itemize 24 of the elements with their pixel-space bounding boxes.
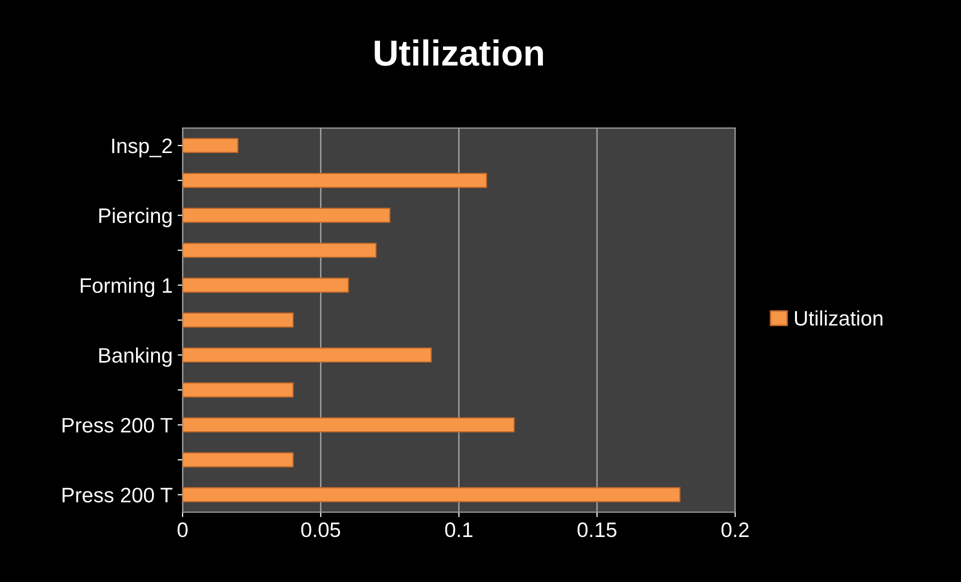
bar — [182, 452, 294, 468]
x-tick-label: 0.1 — [445, 522, 472, 538]
x-tick-label: 0 — [178, 522, 188, 538]
y-tick-label: Forming 1 — [80, 278, 172, 298]
chart-title: Utilization — [374, 39, 543, 66]
bar — [182, 487, 680, 502]
y-tick-label: Press 200 T — [62, 418, 172, 433]
bar — [182, 278, 349, 293]
bar — [182, 417, 515, 432]
bar — [182, 347, 432, 363]
y-tick-label: Piercing — [99, 208, 172, 228]
y-tick-label: Insp_2 — [112, 138, 172, 158]
bar — [182, 208, 390, 223]
bar — [182, 242, 377, 258]
x-tick-label: 0.05 — [301, 522, 340, 538]
x-tick-label: 0.2 — [722, 522, 749, 538]
bar — [182, 382, 294, 398]
y-tick-label: Banking — [99, 347, 172, 367]
bar — [182, 172, 488, 188]
bar — [182, 312, 294, 328]
y-tick-label: Press 200 T — [62, 488, 172, 502]
x-tick-label: 0.15 — [578, 522, 616, 538]
bar — [182, 138, 238, 154]
legend-label: Utilization — [795, 310, 882, 326]
